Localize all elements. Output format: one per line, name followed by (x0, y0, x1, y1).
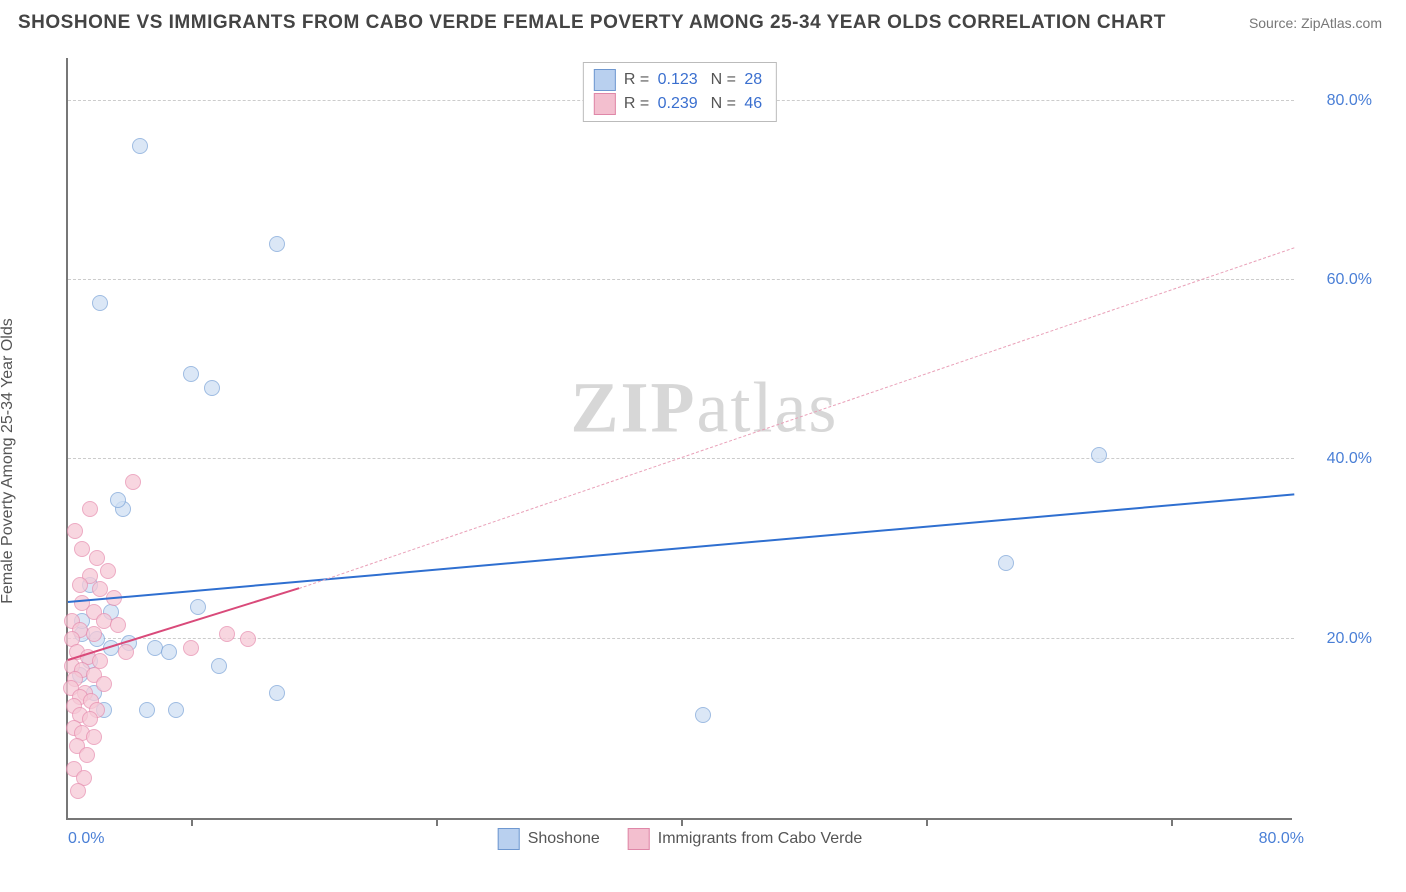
legend-row: R = 0.239 N = 46 (594, 92, 766, 116)
chart-container: Female Poverty Among 25-34 Year Olds ZIP… (18, 48, 1382, 874)
data-point (190, 599, 206, 615)
legend-label: Shoshone (528, 830, 600, 848)
data-point (74, 541, 90, 557)
data-point (110, 617, 126, 633)
regression-line (68, 493, 1294, 603)
data-point (269, 685, 285, 701)
data-point (998, 555, 1014, 571)
data-point (168, 702, 184, 718)
legend-swatch (594, 93, 616, 115)
data-point (79, 747, 95, 763)
data-point (100, 563, 116, 579)
data-point (139, 702, 155, 718)
y-tick-label: 20.0% (1300, 630, 1372, 648)
gridline-h (68, 279, 1294, 280)
legend-row: R = 0.123 N = 28 (594, 68, 766, 92)
data-point (204, 380, 220, 396)
x-tick-label: 0.0% (68, 830, 104, 848)
data-point (161, 644, 177, 660)
data-point (183, 366, 199, 382)
x-tick-mark (681, 818, 683, 826)
data-point (269, 236, 285, 252)
data-point (86, 626, 102, 642)
y-tick-label: 80.0% (1300, 92, 1372, 110)
data-point (132, 138, 148, 154)
data-point (1091, 447, 1107, 463)
data-point (211, 658, 227, 674)
legend-swatch (594, 69, 616, 91)
plot-area: ZIPatlas 20.0%40.0%60.0%80.0%0.0%80.0%R … (66, 58, 1292, 820)
data-point (183, 640, 199, 656)
y-tick-label: 60.0% (1300, 271, 1372, 289)
source-attribution: Source: ZipAtlas.com (1249, 15, 1382, 31)
legend-item: Shoshone (498, 828, 600, 850)
watermark: ZIPatlas (570, 366, 838, 449)
data-point (118, 644, 134, 660)
data-point (70, 783, 86, 799)
chart-title: SHOSHONE VS IMMIGRANTS FROM CABO VERDE F… (18, 12, 1166, 34)
x-tick-label: 80.0% (1259, 830, 1304, 848)
legend-swatch (628, 828, 650, 850)
series-legend: Shoshone Immigrants from Cabo Verde (498, 828, 863, 850)
data-point (82, 501, 98, 517)
data-point (219, 626, 235, 642)
legend-label: Immigrants from Cabo Verde (658, 830, 863, 848)
data-point (125, 474, 141, 490)
data-point (96, 676, 112, 692)
y-tick-label: 40.0% (1300, 450, 1372, 468)
data-point (92, 581, 108, 597)
data-point (72, 577, 88, 593)
data-point (695, 707, 711, 723)
data-point (110, 492, 126, 508)
data-point (67, 523, 83, 539)
x-tick-mark (926, 818, 928, 826)
data-point (240, 631, 256, 647)
y-axis-label: Female Poverty Among 25-34 Year Olds (0, 318, 17, 604)
x-tick-mark (1171, 818, 1173, 826)
legend-item: Immigrants from Cabo Verde (628, 828, 863, 850)
data-point (92, 295, 108, 311)
data-point (86, 729, 102, 745)
data-point (89, 550, 105, 566)
correlation-legend: R = 0.123 N = 28R = 0.239 N = 46 (583, 62, 777, 122)
x-tick-mark (436, 818, 438, 826)
x-tick-mark (191, 818, 193, 826)
gridline-h (68, 458, 1294, 459)
legend-swatch (498, 828, 520, 850)
